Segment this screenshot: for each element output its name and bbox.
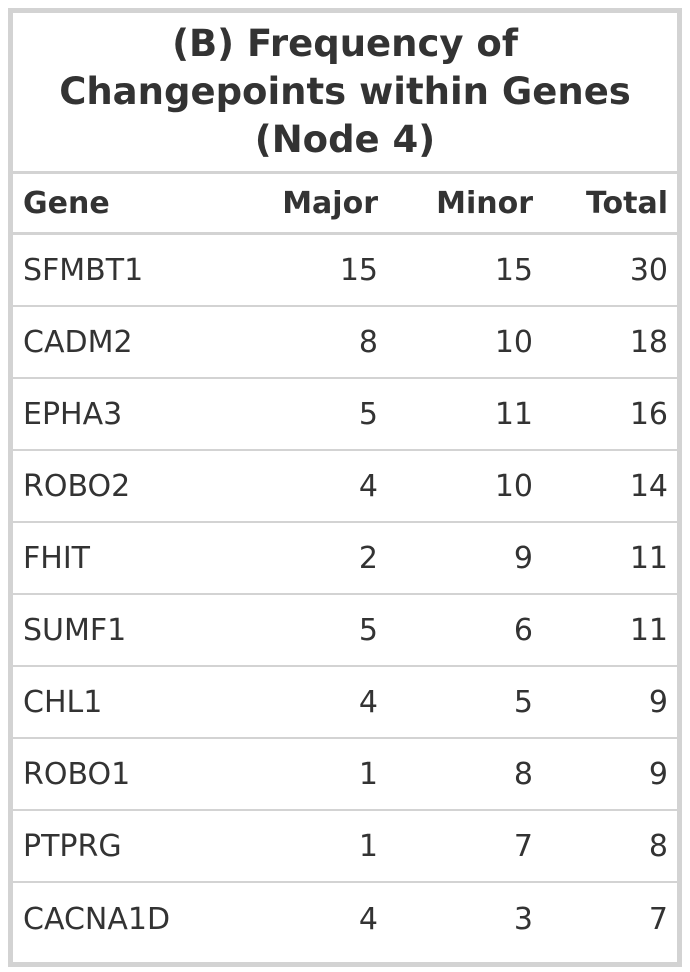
cell-major: 4 bbox=[358, 684, 378, 720]
cell-major: 4 bbox=[358, 901, 378, 937]
table-row: EPHA3 5 11 16 bbox=[13, 379, 677, 451]
cell-major: 2 bbox=[358, 540, 378, 576]
table-row: SUMF1 5 6 11 bbox=[13, 595, 677, 667]
cell-total: 7 bbox=[648, 901, 668, 937]
cell-gene: ROBO1 bbox=[23, 756, 131, 792]
cell-total: 8 bbox=[648, 828, 668, 864]
table-body: SFMBT1 15 15 30 CADM2 8 10 18 EPHA3 5 11 16 ROBO2 4 10… bbox=[13, 235, 677, 955]
cell-total: 30 bbox=[629, 252, 668, 288]
column-header-gene: Gene bbox=[23, 185, 110, 221]
table-row: FHIT 2 9 11 bbox=[13, 523, 677, 595]
cell-minor: 15 bbox=[494, 252, 533, 288]
column-header-major: Major bbox=[282, 185, 378, 221]
cell-total: 9 bbox=[648, 756, 668, 792]
cell-minor: 5 bbox=[513, 684, 533, 720]
cell-gene: EPHA3 bbox=[23, 396, 123, 432]
table-row: SFMBT1 15 15 30 bbox=[13, 235, 677, 307]
cell-gene: SUMF1 bbox=[23, 612, 127, 648]
cell-major: 5 bbox=[358, 396, 378, 432]
title-line-3: (Node 4) bbox=[254, 118, 436, 161]
cell-minor: 7 bbox=[513, 828, 533, 864]
cell-gene: PTPRG bbox=[23, 828, 122, 864]
title-line-1: (B) Frequency of bbox=[172, 22, 518, 65]
cell-minor: 10 bbox=[494, 468, 533, 504]
cell-major: 1 bbox=[358, 756, 378, 792]
cell-gene: CADM2 bbox=[23, 324, 133, 360]
cell-major: 1 bbox=[358, 828, 378, 864]
cell-minor: 3 bbox=[513, 901, 533, 937]
cell-total: 14 bbox=[629, 468, 668, 504]
cell-minor: 6 bbox=[513, 612, 533, 648]
cell-total: 11 bbox=[629, 540, 668, 576]
cell-major: 5 bbox=[358, 612, 378, 648]
table-row: CADM2 8 10 18 bbox=[13, 307, 677, 379]
cell-gene: CACNA1D bbox=[23, 901, 171, 937]
table-row: ROBO2 4 10 14 bbox=[13, 451, 677, 523]
cell-major: 4 bbox=[358, 468, 378, 504]
table-header-row: Gene Major Minor Total bbox=[13, 174, 677, 235]
column-header-total: Total bbox=[586, 185, 668, 221]
cell-major: 8 bbox=[358, 324, 378, 360]
cell-minor: 9 bbox=[513, 540, 533, 576]
cell-major: 15 bbox=[339, 252, 378, 288]
cell-minor: 11 bbox=[494, 396, 533, 432]
cell-gene: SFMBT1 bbox=[23, 252, 144, 288]
table-frame: (B) Frequency of Changepoints within Gen… bbox=[8, 8, 682, 967]
cell-total: 18 bbox=[629, 324, 668, 360]
table-row: ROBO1 1 8 9 bbox=[13, 739, 677, 811]
cell-total: 9 bbox=[648, 684, 668, 720]
table-row: CHL1 4 5 9 bbox=[13, 667, 677, 739]
title-line-2: Changepoints within Genes bbox=[59, 70, 631, 113]
cell-minor: 8 bbox=[513, 756, 533, 792]
table-row: CACNA1D 4 3 7 bbox=[13, 883, 677, 955]
table-title: (B) Frequency of Changepoints within Gen… bbox=[13, 13, 677, 174]
cell-gene: ROBO2 bbox=[23, 468, 131, 504]
cell-gene: FHIT bbox=[23, 540, 90, 576]
cell-gene: CHL1 bbox=[23, 684, 103, 720]
cell-total: 16 bbox=[629, 396, 668, 432]
cell-total: 11 bbox=[629, 612, 668, 648]
column-header-minor: Minor bbox=[436, 185, 533, 221]
table-row: PTPRG 1 7 8 bbox=[13, 811, 677, 883]
cell-minor: 10 bbox=[494, 324, 533, 360]
